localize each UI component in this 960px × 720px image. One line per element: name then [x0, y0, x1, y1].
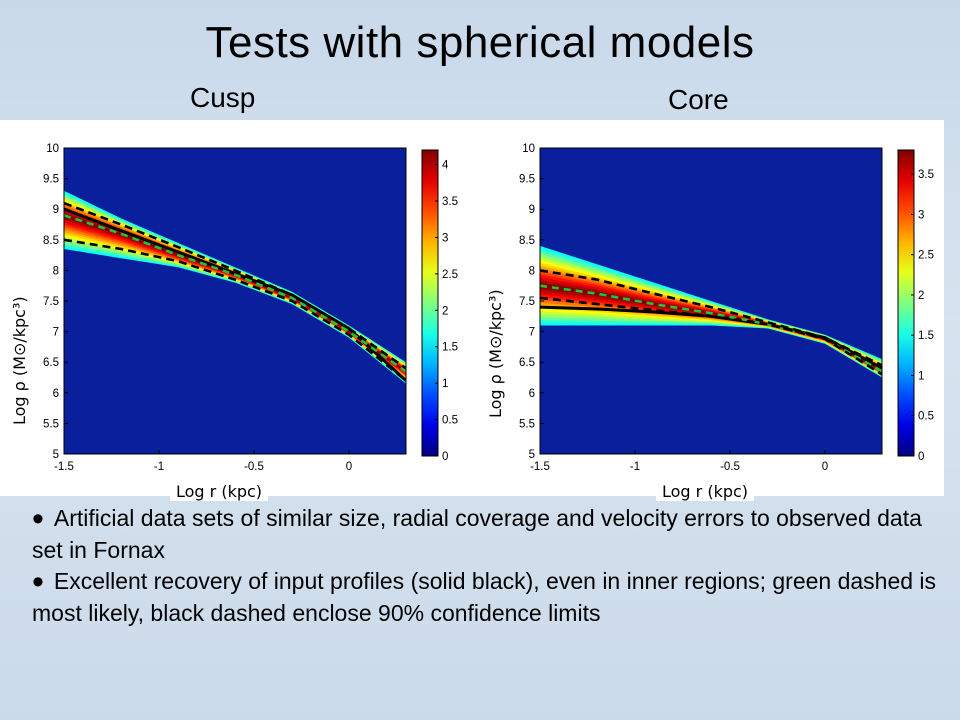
cusp-colorbar-tick-label: 1.5 [442, 342, 458, 354]
cusp-y-tick-label: 5 [53, 449, 59, 461]
cusp-x-tick-label: -0.5 [244, 461, 264, 473]
core-colorbar-tick-label: 2.5 [918, 250, 934, 262]
bullet-item: • Excellent recovery of input profiles (s… [32, 563, 942, 629]
core-x-label: Log r (kpc) [656, 482, 755, 501]
cusp-colorbar-tick-label: 3 [442, 232, 448, 244]
cusp-confidence-limit-line [64, 238, 406, 382]
core-y-tick-label: 7.5 [519, 296, 535, 308]
core-x-tick-label: -0.5 [720, 461, 740, 473]
core-y-tick-label: 5 [529, 449, 535, 461]
core-colorbar-tick-label: 2 [918, 290, 924, 302]
cusp-y-tick-label: 9 [53, 204, 59, 216]
cusp-y-tick-label: 9.5 [43, 174, 59, 186]
core-y-tick-label: 6.5 [519, 357, 535, 369]
cusp-colorbar-tick-label: 2.5 [442, 269, 458, 281]
core-density [540, 245, 882, 378]
core-y-tick-label: 5.5 [519, 418, 535, 430]
core-colorbar-tick-label: 3.5 [918, 169, 934, 181]
core-y-tick-label: 7 [529, 327, 535, 339]
cusp-y-tick-label: 8.5 [43, 235, 59, 247]
core-y-tick-label: 6 [529, 388, 535, 400]
core-colorbar-tick-label: 1.5 [918, 330, 934, 342]
cusp-y-tick-label: 6 [53, 388, 59, 400]
cusp-x-tick-label: -1 [154, 461, 164, 473]
cusp-y-tick-label: 6.5 [43, 357, 59, 369]
charts-svg: 55.566.577.588.599.510-1.5 -1 -0.5 000.511.… [43, 143, 934, 473]
core-density-band [540, 282, 882, 372]
cusp-plot-area [64, 148, 406, 454]
cusp-colorbar-tick-label: 3.5 [442, 196, 458, 208]
bullet-text: Artificial data sets of similar size, ra… [32, 505, 922, 563]
figure-panel: 5 5.5 6 6.5 7 7.5 8 8.5 9 9.5 10 -1.5 -1 -0.5 0 0 0.5 1 1.… [0, 120, 944, 496]
cusp-y-tick-label: 7 [53, 327, 59, 339]
cusp-colorbar-tick-label: 2 [442, 305, 448, 317]
core-subtitle: Core [668, 84, 729, 115]
cusp-y-tick-label: 10 [46, 143, 59, 155]
core-y-label: Log ρ (M⊙/kpc³) [486, 289, 505, 418]
core-colorbar [897, 149, 915, 457]
bullet-dot-icon: • [32, 500, 44, 538]
cusp-chart: 5 5.5 6 6.5 7 7.5 8 8.5 9 9.5 10 -1.5 -1 -0.5 0 0 0.5 1 1.… [43, 143, 458, 473]
core-y-tick-label: 8 [529, 265, 535, 277]
cusp-most-likely-line [64, 214, 406, 373]
cusp-subtitle: Cusp [190, 82, 256, 113]
cusp-colorbar [421, 149, 439, 457]
core-y-tick-label: 9 [529, 204, 535, 216]
core-colorbar-tick-label: 0 [918, 451, 924, 463]
cusp-colorbar-tick-label: 4 [442, 160, 449, 172]
cusp-colorbar-tick-label: 1 [442, 378, 448, 390]
core-colorbar-tick-label: 0.5 [918, 411, 934, 423]
bullet-list: • Artificial data sets of similar size, r… [32, 500, 942, 629]
cusp-confidence-limit-line [64, 201, 406, 370]
bullet-text: Excellent recovery of input profiles (so… [32, 568, 937, 626]
core-y-tick-label: 8.5 [519, 235, 535, 247]
cusp-y-tick-label: 8 [53, 265, 59, 277]
bullet-dot-icon: • [32, 563, 44, 601]
core-colorbar-tick-label: 3 [918, 209, 924, 221]
bullet-item: • Artificial data sets of similar size, r… [32, 500, 942, 566]
cusp-y-label: Log ρ (M⊙/kpc³) [10, 296, 29, 425]
cusp-colorbar-tick-label: 0 [442, 451, 448, 463]
core-x-tick-label: 0 [822, 461, 828, 473]
core-x-tick-label: -1 [630, 461, 640, 473]
cusp-y-tick-label: 7.5 [43, 296, 59, 308]
cusp-x-tick-label: -1.5 [54, 461, 74, 473]
core-colorbar-tick-label: 1 [918, 370, 924, 382]
slide-title: Tests with spherical models [205, 18, 755, 67]
cusp-x-tick-label: 0 [346, 461, 352, 473]
core-y-tick-label: 10 [522, 143, 535, 155]
cusp-density [64, 190, 406, 384]
cusp-colorbar-tick-label: 0.5 [442, 415, 458, 427]
cusp-y-tick-label: 5.5 [43, 418, 59, 430]
core-y-tick-label: 9.5 [519, 174, 535, 186]
core-chart: 5 5.5 6 6.5 7 7.5 8 8.5 9 9.5 10 -1.5 -1 -0.5 0 0 0.5 1 1.… [519, 143, 934, 473]
core-confidence-limit-line [540, 296, 882, 376]
core-x-tick-label: -1.5 [530, 461, 550, 473]
cusp-x-label: Log r (kpc) [170, 482, 269, 501]
